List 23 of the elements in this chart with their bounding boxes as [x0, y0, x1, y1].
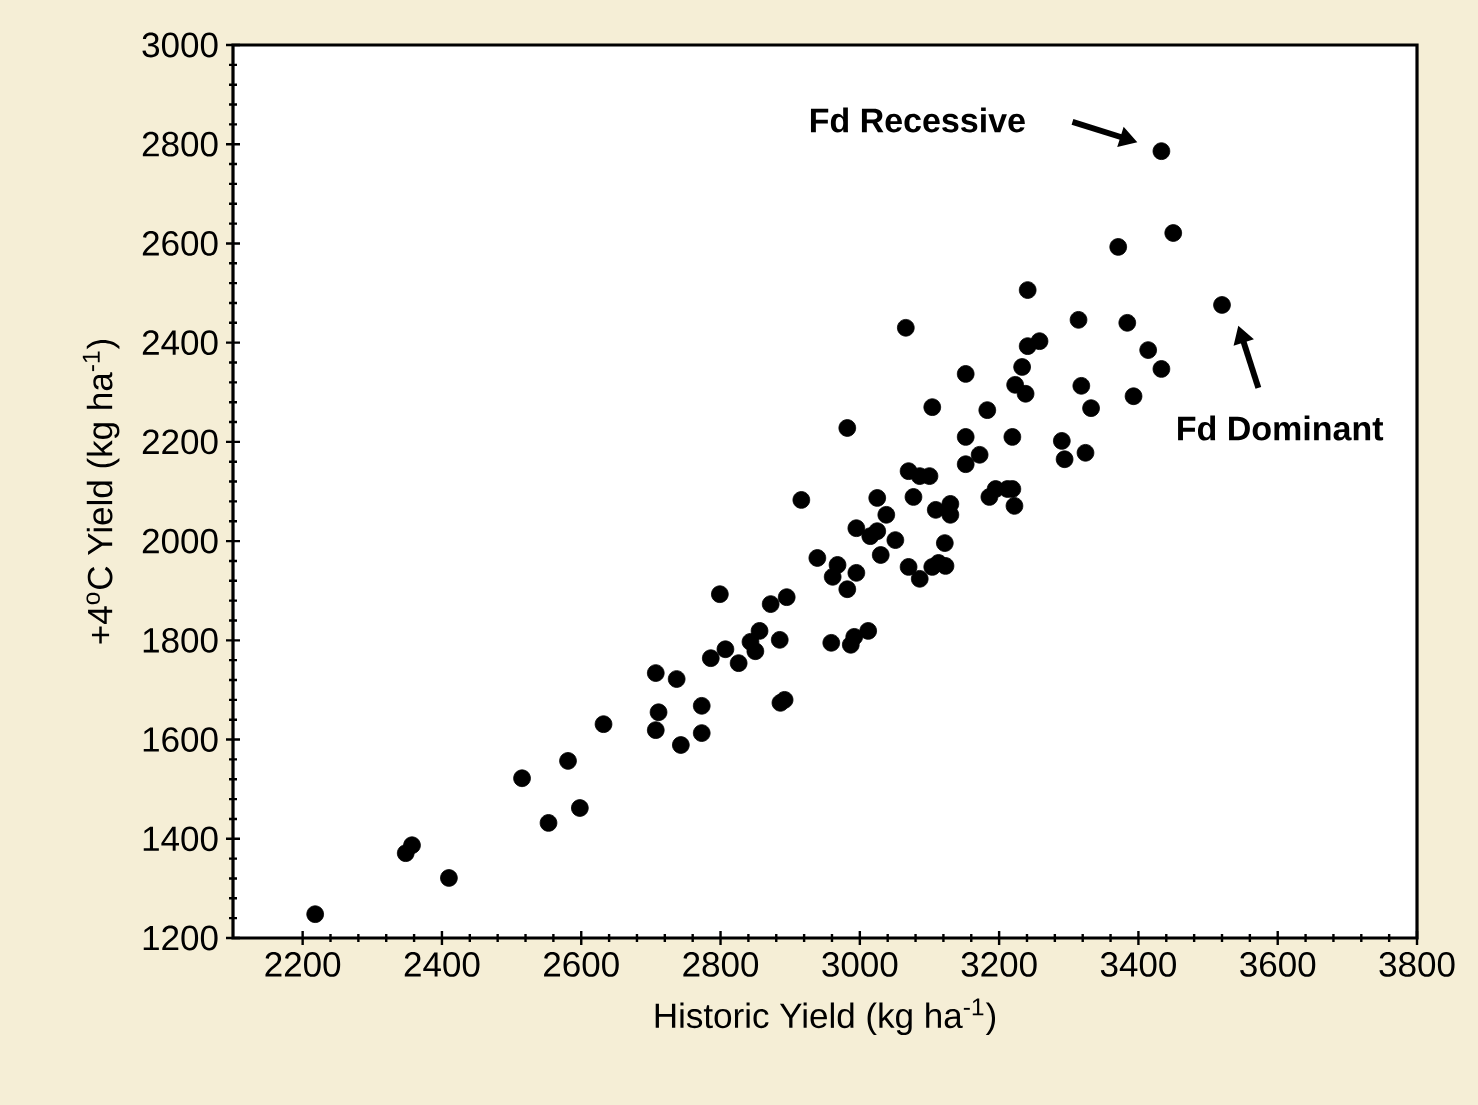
x-tick-label: 3800	[1379, 952, 1455, 977]
y-tick-label: 2000	[142, 528, 218, 554]
x-tick-label: 2400	[404, 952, 480, 977]
x-tick-label: 2800	[683, 952, 759, 977]
x-tick-label: 2200	[265, 952, 341, 977]
y-tick-label: 2600	[142, 231, 218, 256]
y-axis-title: +4$^{o}$C Yield (kg ha$^{-1}$)	[82, 339, 120, 644]
y-tick-label: 2400	[142, 330, 218, 356]
y-tick-label: 1400	[143, 826, 218, 852]
x-tick-label: 3000	[822, 952, 898, 977]
y-tick-label: 3000	[142, 32, 218, 58]
annotation: Fd Dominant	[1178, 415, 1384, 441]
annotation: Fd Recessive	[810, 107, 1025, 133]
x-tick-label: 3600	[1240, 952, 1316, 977]
x-tick-label: 3200	[961, 952, 1037, 977]
x-tick-label: 3400	[1100, 952, 1176, 977]
y-tick-label: 1200	[143, 925, 218, 951]
y-tick-label: 2800	[142, 131, 218, 157]
y-tick-label: 2200	[142, 429, 218, 455]
x-axis-title: Historic Yield (kg ha$^{-1}$)	[655, 998, 996, 1036]
x-tick-label: 2600	[544, 952, 619, 977]
y-tick-label: 1600	[143, 727, 218, 752]
y-tick-label: 1800	[143, 627, 218, 653]
